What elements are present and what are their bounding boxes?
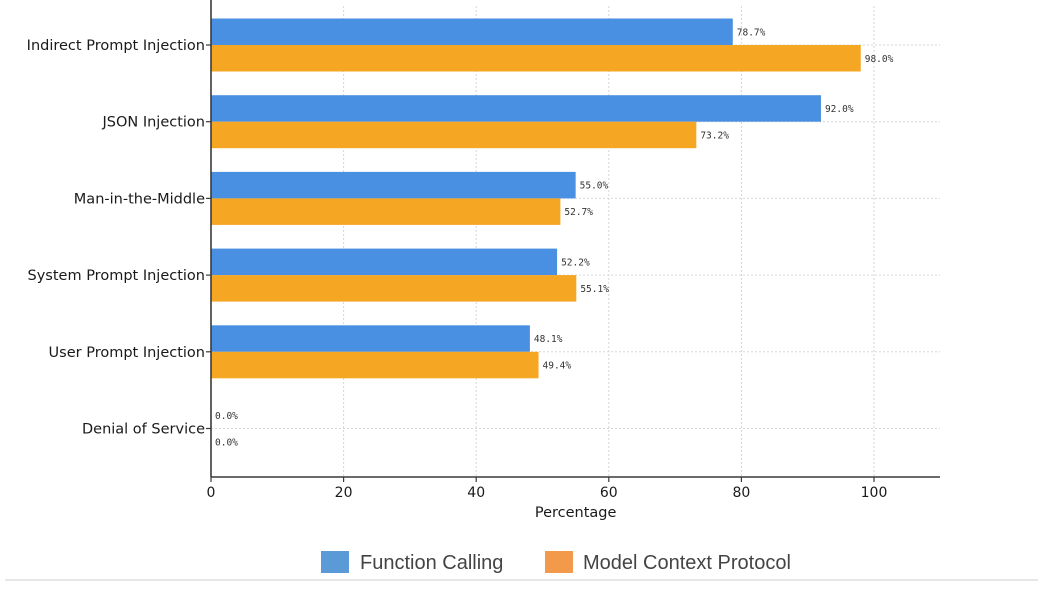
category-labels-layer: Indirect Prompt Injection JSON Injection M… bbox=[27, 38, 205, 438]
data-label-function-calling-man-in-the-middle: 55.0% bbox=[580, 181, 609, 192]
category-label-json-injection: JSON Injection bbox=[101, 115, 205, 131]
data-label-model-context-protocol-denial-of-service: 0.0% bbox=[215, 437, 238, 448]
category-label-user-prompt-injection: User Prompt Injection bbox=[49, 345, 205, 361]
x-tick-label-0: 0 bbox=[207, 485, 216, 501]
grid-layer bbox=[211, 6, 940, 477]
bar-model-context-protocol-user-prompt-injection bbox=[211, 351, 539, 379]
bar-model-context-protocol-system-prompt-injection bbox=[211, 275, 577, 302]
category-label-denial-of-service: Denial of Service bbox=[82, 422, 205, 438]
ticks-layer: 0 20 40 60 80 100 bbox=[206, 44, 888, 501]
bar-model-context-protocol-json-injection bbox=[211, 121, 697, 149]
bar-function-calling-json-injection bbox=[211, 95, 821, 122]
bar-model-context-protocol-man-in-the-middle bbox=[211, 198, 561, 225]
x-axis-title: Percentage bbox=[535, 505, 617, 521]
x-tick-label-20: 20 bbox=[335, 485, 353, 501]
bar-function-calling-man-in-the-middle bbox=[211, 171, 576, 199]
bar-function-calling-system-prompt-injection bbox=[211, 248, 558, 276]
x-tick-label-60: 60 bbox=[600, 485, 618, 501]
data-label-function-calling-json-injection: 92.0% bbox=[825, 104, 854, 115]
legend-label-model-context-protocol: Model Context Protocol bbox=[583, 552, 791, 574]
legend-swatch-function-calling bbox=[321, 551, 349, 573]
data-label-model-context-protocol-man-in-the-middle: 52.7% bbox=[564, 207, 593, 218]
data-label-model-context-protocol-json-injection: 73.2% bbox=[700, 130, 729, 141]
data-label-model-context-protocol-user-prompt-injection: 49.4% bbox=[543, 361, 572, 372]
x-tick-label-40: 40 bbox=[467, 485, 485, 501]
legend: Function Calling Model Context Protocol bbox=[321, 551, 791, 574]
data-label-model-context-protocol-system-prompt-injection: 55.1% bbox=[580, 284, 609, 295]
data-label-model-context-protocol-indirect-prompt-injection: 98.0% bbox=[865, 54, 894, 65]
x-tick-label-80: 80 bbox=[732, 485, 750, 501]
x-tick-label-100: 100 bbox=[861, 485, 888, 501]
bar-function-calling-user-prompt-injection bbox=[211, 325, 530, 352]
bar-model-context-protocol-indirect-prompt-injection bbox=[211, 45, 861, 72]
category-label-system-prompt-injection: System Prompt Injection bbox=[28, 268, 205, 284]
axes-layer bbox=[210, 0, 940, 478]
data-label-function-calling-user-prompt-injection: 48.1% bbox=[534, 334, 563, 345]
category-label-man-in-the-middle: Man-in-the-Middle bbox=[74, 191, 205, 207]
bars-layer bbox=[211, 18, 861, 379]
data-label-function-calling-system-prompt-injection: 52.2% bbox=[561, 257, 590, 268]
category-label-indirect-prompt-injection: Indirect Prompt Injection bbox=[27, 38, 205, 54]
data-label-function-calling-denial-of-service: 0.0% bbox=[215, 411, 238, 422]
data-labels-layer: 78.7% 98.0% 92.0% 73.2% 55.0% 52.7% 52.2% 55.1%… bbox=[215, 27, 894, 448]
bar-function-calling-indirect-prompt-injection bbox=[211, 18, 733, 45]
legend-label-function-calling: Function Calling bbox=[360, 552, 503, 574]
data-label-function-calling-indirect-prompt-injection: 78.7% bbox=[737, 27, 766, 38]
legend-swatch-model-context-protocol bbox=[545, 551, 573, 573]
